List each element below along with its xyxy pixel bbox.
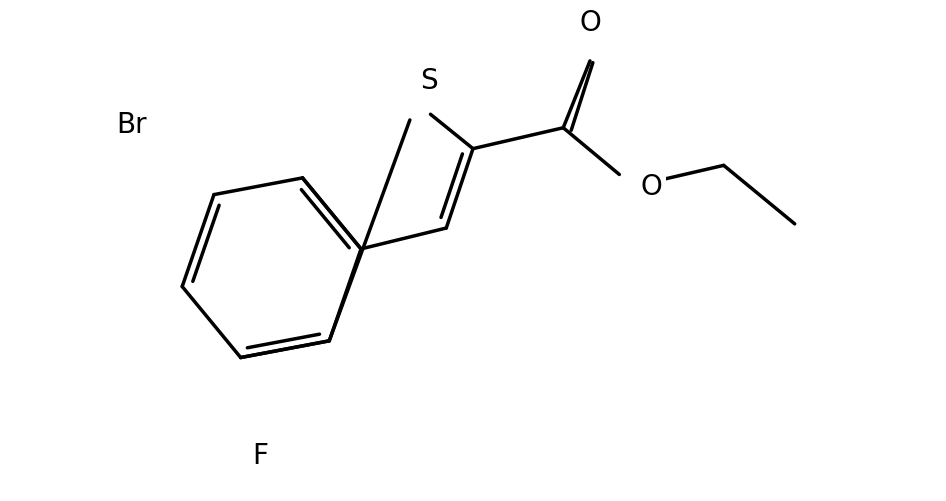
- Text: F: F: [252, 441, 268, 469]
- Text: O: O: [640, 173, 662, 201]
- Text: S: S: [420, 67, 438, 95]
- Text: O: O: [579, 9, 601, 37]
- Text: Br: Br: [116, 110, 147, 138]
